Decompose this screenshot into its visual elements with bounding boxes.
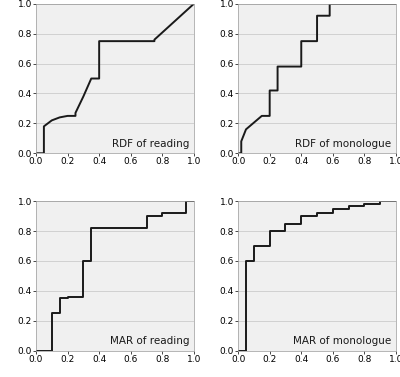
Text: RDF of monologue: RDF of monologue (295, 139, 391, 149)
Text: MAR of monologue: MAR of monologue (293, 336, 391, 346)
Text: MAR of reading: MAR of reading (110, 336, 189, 346)
Text: RDF of reading: RDF of reading (112, 139, 189, 149)
